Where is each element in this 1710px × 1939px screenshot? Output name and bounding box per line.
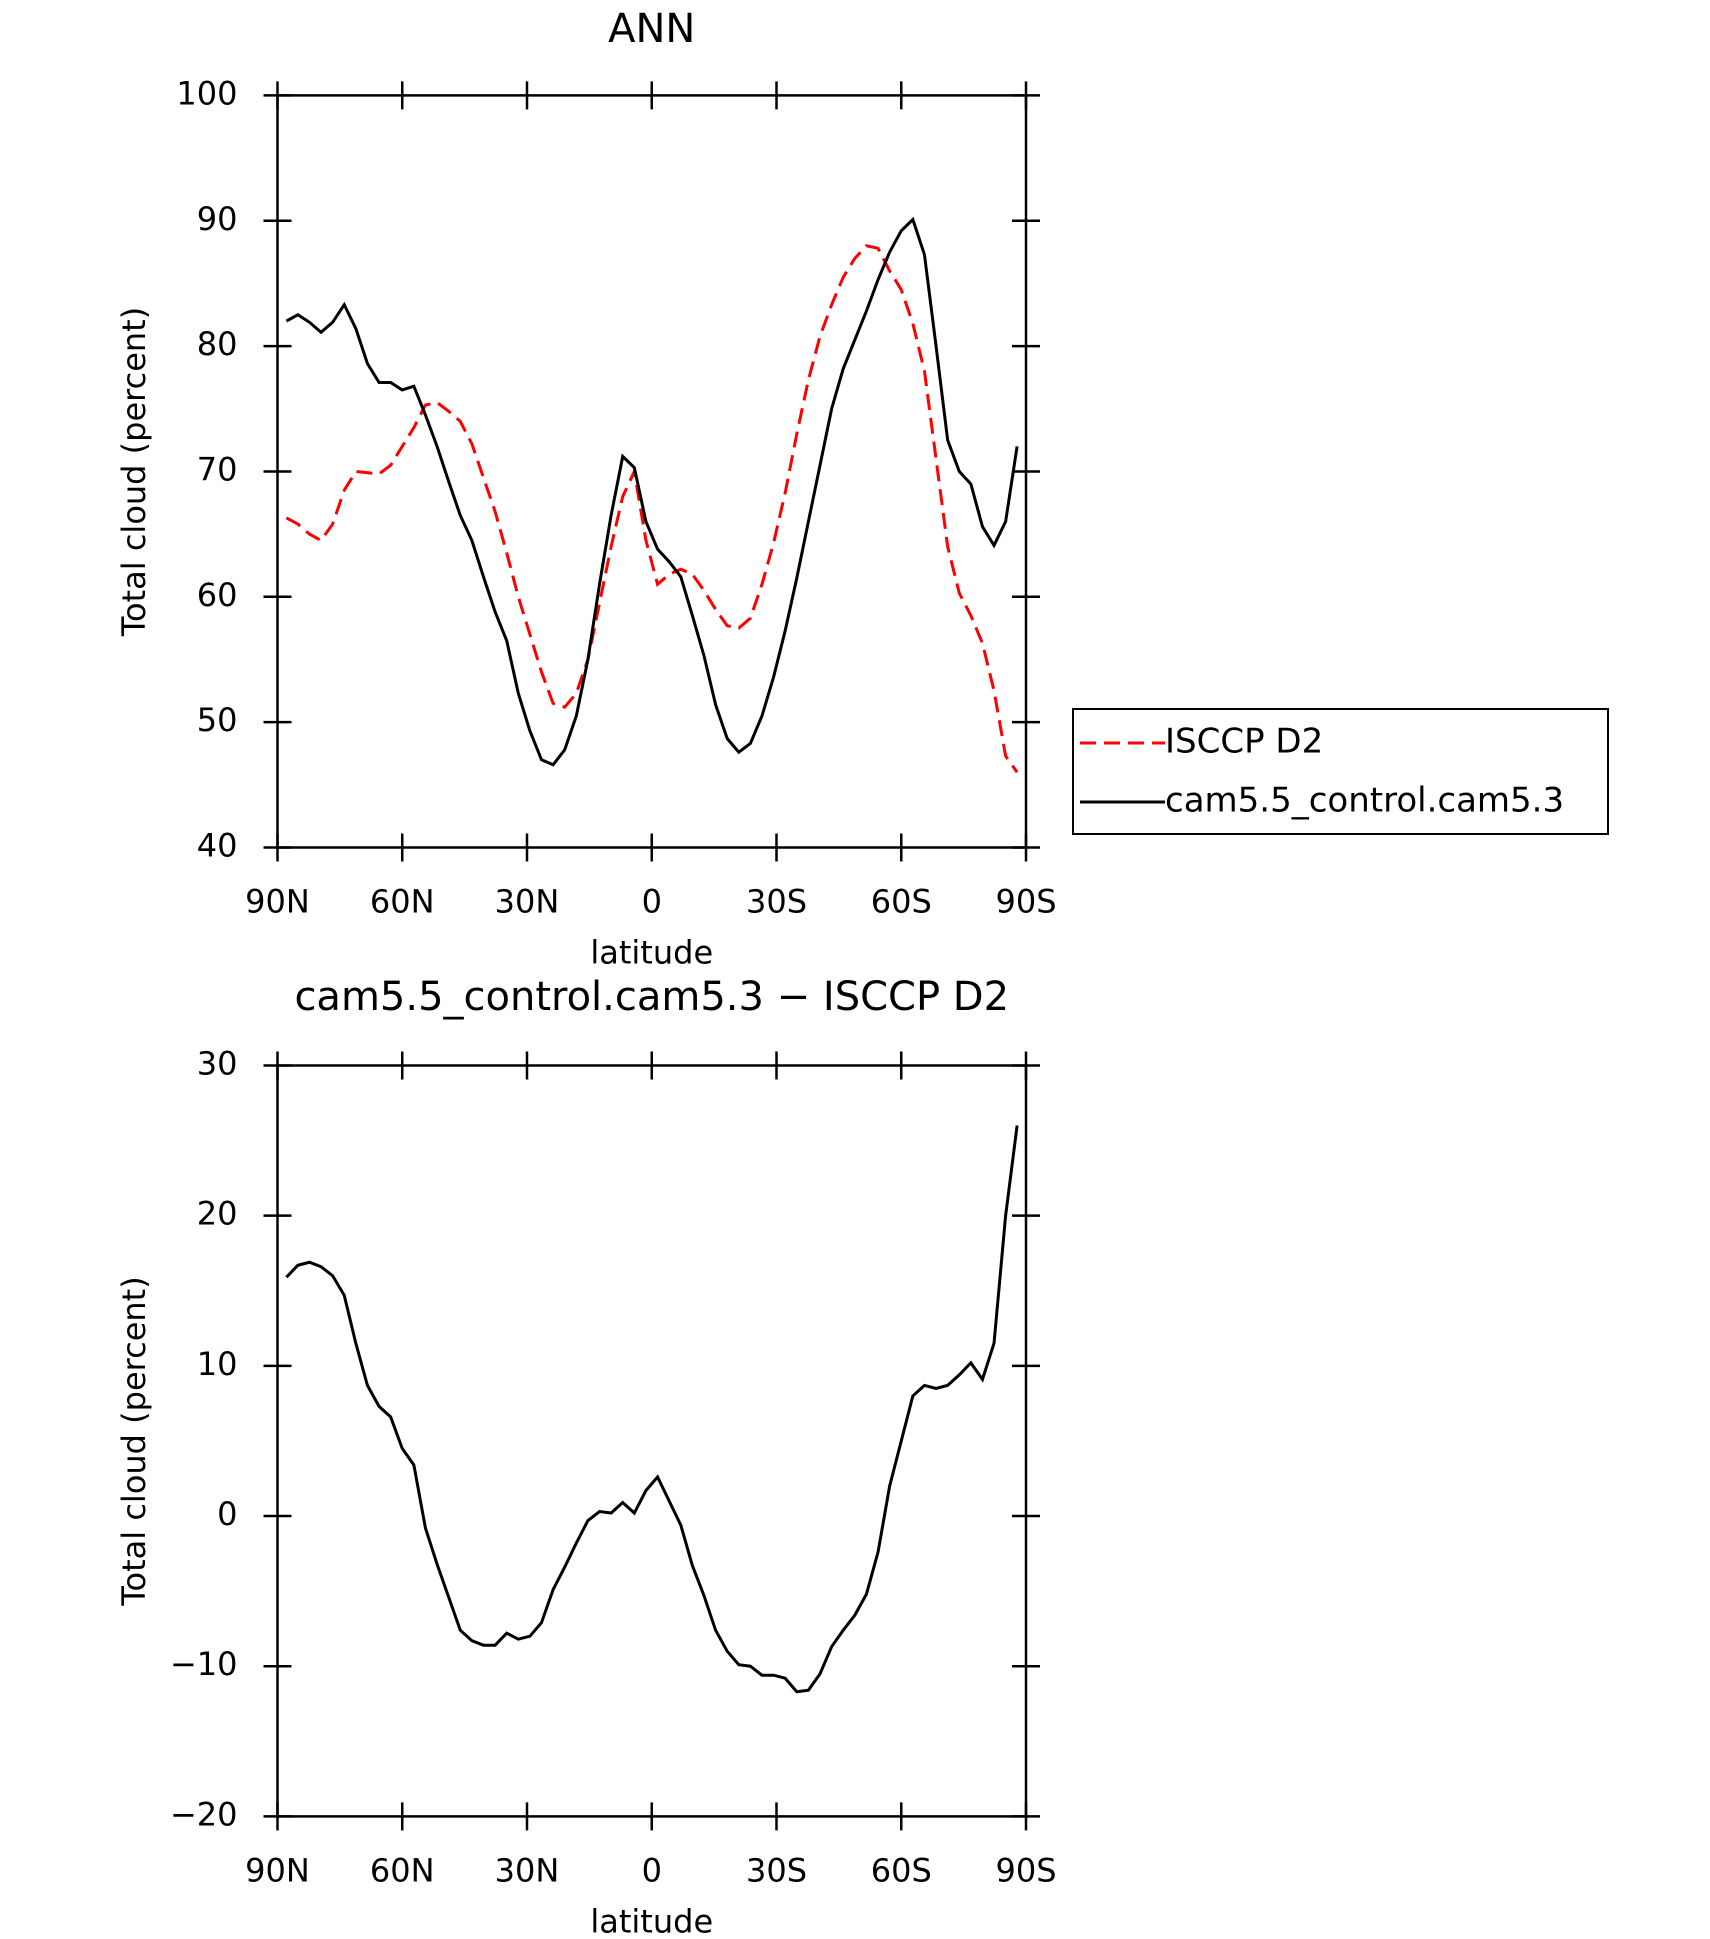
y-tick-label: 0 xyxy=(217,1495,237,1533)
y-tick-label: −20 xyxy=(170,1795,238,1833)
data-line xyxy=(285,244,1019,774)
data-line xyxy=(285,1125,1019,1694)
y-tick-label: 40 xyxy=(197,827,238,865)
x-tick-label: 90S xyxy=(995,1851,1056,1889)
x-tick-label: 60N xyxy=(370,883,435,921)
y-tick-label: 70 xyxy=(197,450,238,488)
y-tick-label: 20 xyxy=(197,1195,238,1233)
legend-label: ISCCP D2 xyxy=(1165,722,1323,762)
y-axis-label: Total cloud (percent) xyxy=(115,307,153,637)
y-tick-label: 90 xyxy=(197,200,238,238)
legend-box xyxy=(1072,708,1609,835)
chart-title: ANN xyxy=(608,6,695,52)
x-tick-label: 60N xyxy=(370,1851,435,1889)
plot-frame xyxy=(276,1064,1028,1818)
x-tick-label: 0 xyxy=(642,883,662,921)
x-tick-label: 90S xyxy=(995,883,1056,921)
y-tick-label: 100 xyxy=(176,74,237,112)
x-tick-label: 90N xyxy=(245,883,310,921)
y-tick-label: 50 xyxy=(197,701,238,739)
chart-title: cam5.5_control.cam5.3 − ISCCP D2 xyxy=(294,974,1009,1020)
y-tick-label: 10 xyxy=(197,1345,238,1383)
y-tick-label: −10 xyxy=(170,1645,238,1683)
y-tick-label: 80 xyxy=(197,325,238,363)
x-axis-label: latitude xyxy=(590,1902,713,1939)
x-tick-label: 30S xyxy=(746,1851,807,1889)
plot-frame xyxy=(276,94,1028,849)
x-tick-label: 30N xyxy=(495,1851,560,1889)
y-axis-label: Total cloud (percent) xyxy=(115,1276,153,1606)
x-tick-label: 60S xyxy=(871,1851,932,1889)
x-tick-label: 60S xyxy=(871,883,932,921)
x-tick-label: 30S xyxy=(746,883,807,921)
x-tick-label: 90N xyxy=(245,1851,310,1889)
x-tick-label: 30N xyxy=(495,883,560,921)
y-tick-label: 60 xyxy=(197,576,238,614)
y-tick-label: 30 xyxy=(197,1045,238,1083)
x-axis-label: latitude xyxy=(590,934,713,972)
x-tick-label: 0 xyxy=(642,1851,662,1889)
data-line xyxy=(285,216,1019,767)
legend-label: cam5.5_control.cam5.3 xyxy=(1165,781,1564,821)
